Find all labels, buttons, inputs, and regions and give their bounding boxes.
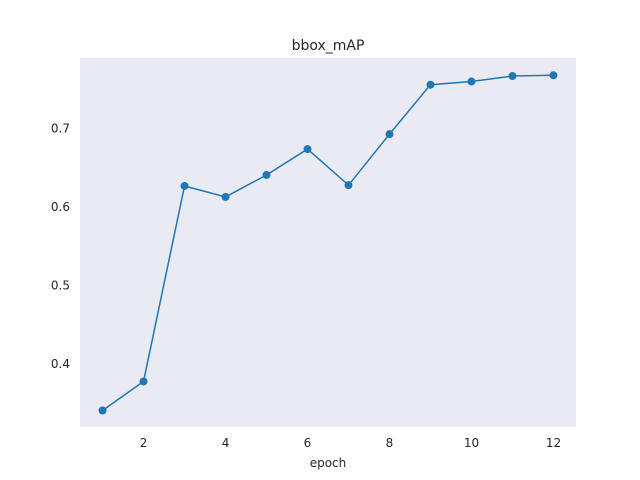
x-axis: 2 4 6 8 10 12 xyxy=(140,436,561,450)
y-tick-label: 0.5 xyxy=(51,279,70,293)
data-point xyxy=(385,130,394,139)
data-point xyxy=(549,71,558,80)
y-tick-label: 0.4 xyxy=(51,357,70,371)
data-point xyxy=(139,377,148,386)
x-tick-label: 6 xyxy=(304,436,312,450)
data-point xyxy=(262,170,271,179)
y-axis: 0.4 0.5 0.6 0.7 xyxy=(51,122,70,372)
data-point xyxy=(344,181,353,190)
data-point xyxy=(303,145,312,154)
series-layer xyxy=(98,71,558,415)
data-point xyxy=(467,77,476,86)
x-tick-label: 2 xyxy=(140,436,148,450)
data-point xyxy=(221,192,230,201)
chart-title: bbox_mAP xyxy=(292,38,365,54)
series-line xyxy=(102,74,554,412)
data-point xyxy=(98,406,107,415)
data-point xyxy=(180,181,189,190)
x-tick-label: 4 xyxy=(222,436,230,450)
plot-background xyxy=(80,58,576,427)
data-point xyxy=(426,80,435,89)
x-tick-label: 8 xyxy=(386,436,394,450)
x-axis-label: epoch xyxy=(310,456,347,470)
data-point xyxy=(508,72,517,81)
x-tick-label: 12 xyxy=(546,436,561,450)
y-tick-label: 0.7 xyxy=(51,122,70,136)
x-tick-label: 10 xyxy=(464,436,479,450)
y-tick-label: 0.6 xyxy=(51,200,70,214)
